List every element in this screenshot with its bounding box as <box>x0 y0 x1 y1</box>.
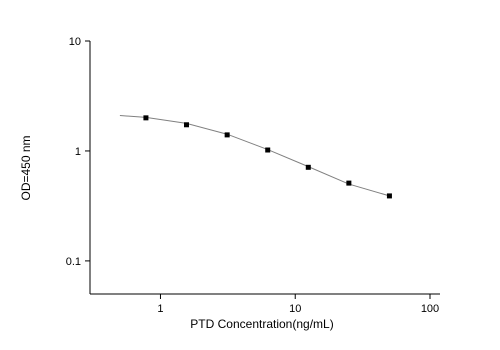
data-point <box>224 132 230 138</box>
data-point <box>183 122 189 128</box>
x-axis-label: PTD Concentration(ng/mL) <box>190 317 333 331</box>
data-point <box>386 193 392 199</box>
data-point <box>143 115 149 121</box>
x-tick-label: 10 <box>289 303 301 315</box>
x-tick-label: 1 <box>157 303 163 315</box>
fit-curve <box>119 115 390 197</box>
y-tick-label: 0.1 <box>66 256 81 268</box>
y-axis-label: OD=450 nm <box>19 135 33 200</box>
data-point <box>265 147 271 153</box>
data-point <box>305 164 311 170</box>
x-tick-label: 100 <box>421 303 439 315</box>
y-tick-label: 1 <box>75 146 81 158</box>
data-point <box>346 180 352 186</box>
y-tick-label: 10 <box>69 36 81 48</box>
